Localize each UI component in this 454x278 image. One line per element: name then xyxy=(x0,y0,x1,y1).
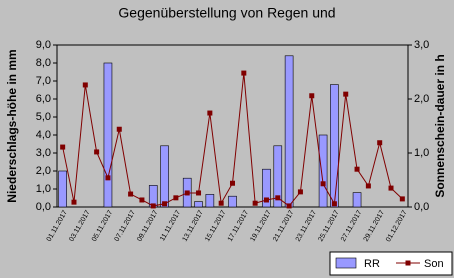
y-axis-label: Niederschlags-höhe in mm xyxy=(5,49,19,202)
y-tick-label: 8,0 xyxy=(36,57,51,69)
line-marker xyxy=(162,201,168,207)
x-tick-label: 01.11.2017 xyxy=(46,209,69,242)
x-tick-label: 13.11.2017 xyxy=(182,209,205,242)
chart-title: Gegenüberstellung von Regen und xyxy=(118,5,335,21)
line-marker xyxy=(354,166,360,172)
line-marker xyxy=(105,175,111,181)
x-tick-label: 17.11.2017 xyxy=(227,209,250,242)
y2-tick-label: 2,0 xyxy=(414,93,429,105)
y2-tick-label: 1,0 xyxy=(414,147,429,159)
bar xyxy=(194,201,203,208)
legend-label: Son xyxy=(424,258,444,270)
bar xyxy=(160,145,169,208)
line-marker xyxy=(71,199,77,205)
x-tick-label: 25.11.2017 xyxy=(317,209,340,242)
x-tick-label: 03.11.2017 xyxy=(68,209,91,242)
line-marker xyxy=(82,82,88,88)
line-marker xyxy=(263,197,269,203)
x-tick-label: 23.11.2017 xyxy=(295,209,318,242)
y-tick-label: 1,0 xyxy=(36,183,51,195)
line-marker xyxy=(173,195,179,201)
y-tick-label: 0,0 xyxy=(36,201,51,213)
x-tick-label: 15.11.2017 xyxy=(204,209,227,242)
line-marker xyxy=(365,183,371,189)
line-marker xyxy=(241,70,247,76)
line-marker xyxy=(252,200,258,206)
x-tick-label: 21.11.2017 xyxy=(272,209,295,242)
x-tick-label: 05.11.2017 xyxy=(91,209,114,242)
legend-box xyxy=(329,251,453,276)
legend-label: RR xyxy=(364,258,380,270)
x-tick-label: 29.11.2017 xyxy=(363,209,386,242)
y2-tick-label: 0,0 xyxy=(414,201,429,213)
y-tick-label: 6,0 xyxy=(36,93,51,105)
line-marker xyxy=(343,91,349,97)
bar xyxy=(284,55,294,208)
line-marker xyxy=(388,185,394,191)
x-tick-label: 01.12.2017 xyxy=(385,209,409,243)
line-marker xyxy=(128,191,134,197)
y-tick-label: 9,0 xyxy=(36,39,51,51)
line-marker xyxy=(207,110,213,116)
y-tick-label: 2,0 xyxy=(36,165,51,177)
x-tick-label: 09.11.2017 xyxy=(136,209,159,242)
y-tick-label: 4,0 xyxy=(36,129,51,141)
line-marker xyxy=(60,144,66,150)
x-tick-label: 07.11.2017 xyxy=(114,209,137,242)
x-tick-label: 19.11.2017 xyxy=(249,209,272,242)
line-marker xyxy=(320,181,326,187)
line-marker xyxy=(309,93,315,99)
bar xyxy=(262,168,271,208)
line-marker xyxy=(297,189,303,195)
y-tick-label: 7,0 xyxy=(36,75,51,87)
line-marker xyxy=(331,201,337,207)
legend-marker xyxy=(405,260,411,266)
bar xyxy=(58,170,67,208)
bar xyxy=(228,195,237,208)
legend-swatch xyxy=(335,257,357,269)
bar xyxy=(205,194,215,208)
bar xyxy=(318,134,328,208)
line-marker xyxy=(116,126,122,132)
y-tick-label: 3,0 xyxy=(36,147,51,159)
x-tick-label: 27.11.2017 xyxy=(340,209,363,242)
line-marker xyxy=(150,203,156,209)
y2-axis-label: Sonnenschein-dauer in h xyxy=(433,54,447,197)
line-marker xyxy=(184,190,190,196)
bar xyxy=(352,192,362,208)
line-marker xyxy=(230,180,235,186)
line-marker xyxy=(399,196,405,202)
bar xyxy=(103,62,113,208)
y2-tick-label: 3,0 xyxy=(414,39,429,51)
line-marker xyxy=(94,149,100,155)
line-marker xyxy=(286,203,292,209)
x-tick-label: 11.11.2017 xyxy=(159,209,182,242)
line-marker xyxy=(218,200,224,206)
line-marker xyxy=(377,140,383,146)
line-marker xyxy=(275,195,281,201)
y-tick-label: 5,0 xyxy=(36,111,51,123)
bar xyxy=(330,84,339,208)
bar xyxy=(273,145,283,208)
line-marker xyxy=(196,190,202,196)
line-marker xyxy=(139,197,145,203)
